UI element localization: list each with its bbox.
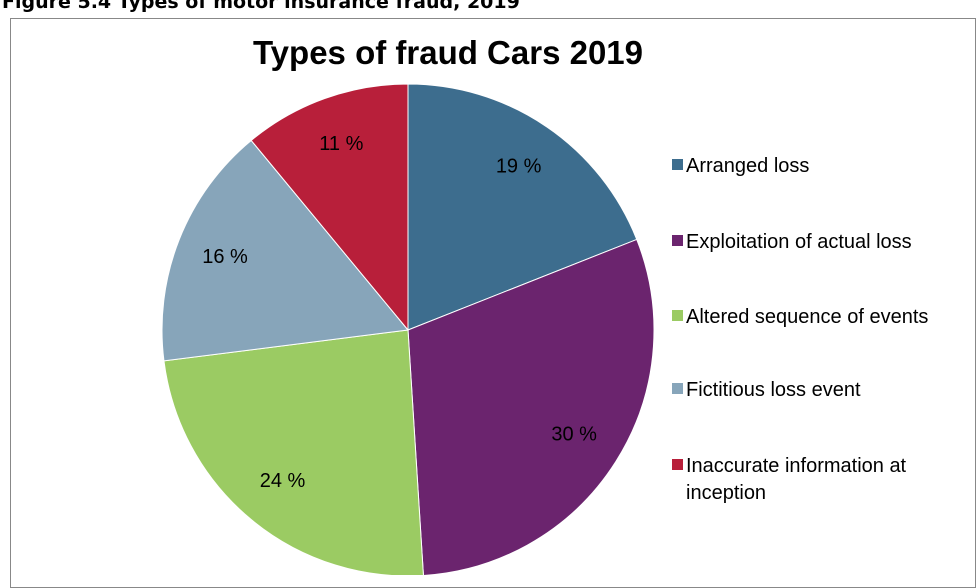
pie-slice bbox=[250, 83, 409, 332]
chart-title: Types of fraud Cars 2019 bbox=[253, 34, 643, 71]
legend-entry: Altered sequence of events bbox=[672, 304, 972, 331]
legend-entry: Fictitious loss event bbox=[672, 377, 972, 404]
pie-slice bbox=[407, 83, 638, 331]
pie-slice bbox=[161, 139, 409, 362]
data-label: 16 % bbox=[202, 246, 248, 268]
legend-label: Arranged loss bbox=[686, 155, 810, 177]
pie-slice bbox=[407, 238, 655, 575]
legend-label: Inaccurate information at inception bbox=[686, 455, 907, 504]
legend-swatch bbox=[672, 159, 683, 170]
chart: Types of fraud Cars 2019 19 % 30 % 24 % 16 … bbox=[161, 34, 655, 575]
legend-swatch bbox=[672, 235, 683, 246]
legend-label: Altered sequence of events bbox=[686, 306, 929, 328]
legend-swatch bbox=[672, 459, 683, 470]
figure-caption: Figure 5.4 Types of motor insurance frau… bbox=[2, 0, 520, 13]
data-label: 24 % bbox=[260, 470, 306, 492]
legend-entry: Exploitation of actual loss bbox=[672, 229, 972, 256]
legend-label: Exploitation of actual loss bbox=[686, 231, 912, 253]
legend-swatch bbox=[672, 383, 683, 394]
legend-label: Fictitious loss event bbox=[686, 379, 861, 401]
legend-swatch bbox=[672, 310, 683, 321]
data-label: 11 % bbox=[319, 133, 363, 155]
pie-slice bbox=[163, 329, 424, 575]
legend-entry: Arranged loss bbox=[672, 153, 972, 180]
legend-entry: Inaccurate information at inception bbox=[672, 453, 972, 507]
data-label: 30 % bbox=[551, 424, 597, 446]
data-label: 19 % bbox=[496, 156, 542, 178]
